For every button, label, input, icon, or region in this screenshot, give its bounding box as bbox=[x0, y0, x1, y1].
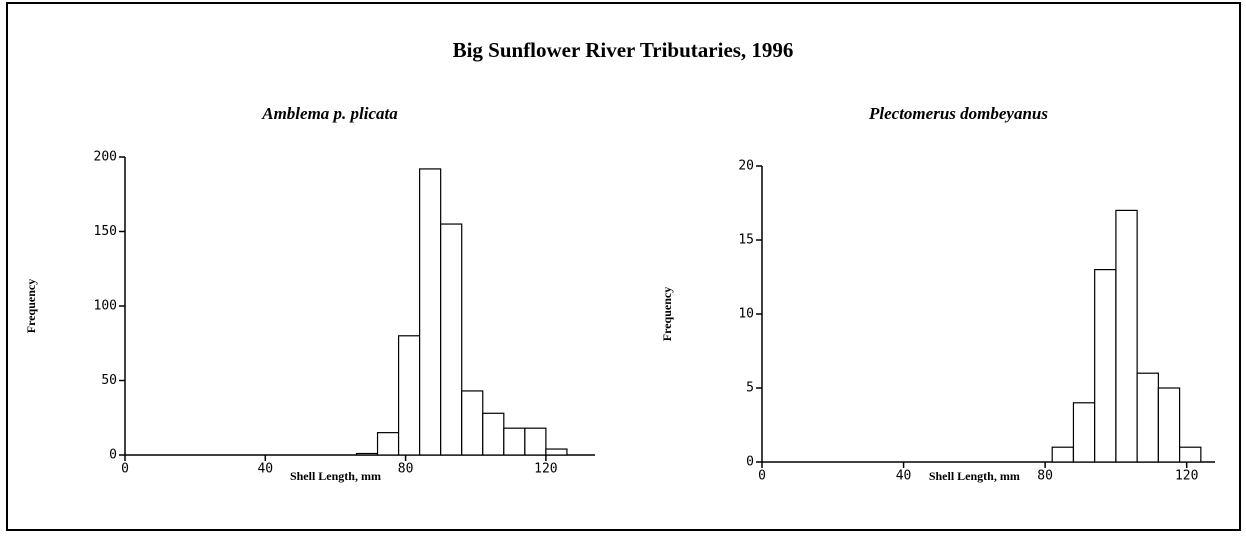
y-axis-label: Frequency bbox=[24, 279, 38, 333]
x-tick-label: 40 bbox=[896, 469, 912, 484]
x-tick-label: 0 bbox=[121, 462, 129, 477]
x-tick-label: 80 bbox=[1037, 469, 1053, 484]
bar bbox=[461, 390, 484, 456]
y-tick-label: 0 bbox=[746, 455, 754, 470]
bar bbox=[376, 432, 400, 456]
x-tick-label: 120 bbox=[534, 462, 557, 477]
x-tick-label: 0 bbox=[758, 469, 766, 484]
y-tick-label: 150 bbox=[94, 224, 117, 239]
bar bbox=[1115, 209, 1138, 463]
y-tick-label: 200 bbox=[94, 150, 117, 165]
bar bbox=[524, 427, 547, 456]
x-tick-label: 80 bbox=[398, 462, 414, 477]
x-tick-label: 120 bbox=[1175, 469, 1198, 484]
y-tick-label: 20 bbox=[738, 159, 754, 174]
bar bbox=[1136, 372, 1159, 463]
bar bbox=[419, 168, 442, 456]
page-title: Big Sunflower River Tributaries, 1996 bbox=[453, 38, 794, 62]
y-tick-label: 5 bbox=[746, 381, 754, 396]
bar bbox=[1051, 446, 1075, 463]
y-tick-label: 15 bbox=[738, 233, 754, 248]
y-tick-label: 0 bbox=[109, 448, 117, 463]
bar bbox=[1179, 446, 1202, 463]
bar bbox=[503, 427, 526, 456]
bar bbox=[440, 223, 463, 456]
x-axis-label: Shell Length, mm bbox=[929, 469, 1020, 483]
subplot-title: Amblema p. plicata bbox=[261, 104, 398, 123]
bar bbox=[397, 335, 421, 456]
y-tick-label: 10 bbox=[738, 307, 754, 322]
subplot-title: Plectomerus dombeyanus bbox=[868, 104, 1048, 123]
x-tick-label: 40 bbox=[257, 462, 273, 477]
bar bbox=[1072, 402, 1096, 463]
y-tick-label: 50 bbox=[101, 373, 117, 388]
frame bbox=[6, 2, 1241, 531]
x-axis-label: Shell Length, mm bbox=[290, 469, 381, 483]
bar bbox=[545, 448, 568, 456]
bar bbox=[482, 412, 505, 456]
bar bbox=[1094, 269, 1117, 463]
bar bbox=[355, 452, 379, 456]
bar bbox=[1157, 387, 1181, 463]
y-axis-label: Frequency bbox=[660, 287, 674, 341]
y-tick-label: 100 bbox=[94, 299, 117, 314]
